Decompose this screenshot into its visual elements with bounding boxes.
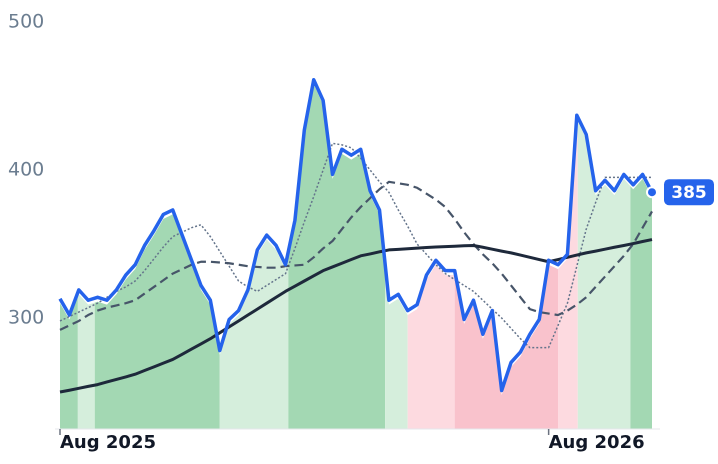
band <box>288 84 386 429</box>
band <box>454 264 559 429</box>
y-tick-label: 300 <box>8 307 44 329</box>
series-line <box>58 77 654 393</box>
band <box>407 264 455 429</box>
band <box>385 268 408 429</box>
price-badge-label: 385 <box>671 183 707 203</box>
price-badge <box>664 179 714 206</box>
last-point <box>646 186 658 199</box>
x-tick-label: Aug 2026 <box>549 432 645 453</box>
band <box>77 294 95 429</box>
band <box>219 239 289 429</box>
y-tick-label: 500 <box>8 11 44 33</box>
band <box>577 121 631 429</box>
band <box>60 296 78 429</box>
x-tick-label: Aug 2025 <box>60 432 156 453</box>
y-tick-label: 400 <box>8 159 44 181</box>
